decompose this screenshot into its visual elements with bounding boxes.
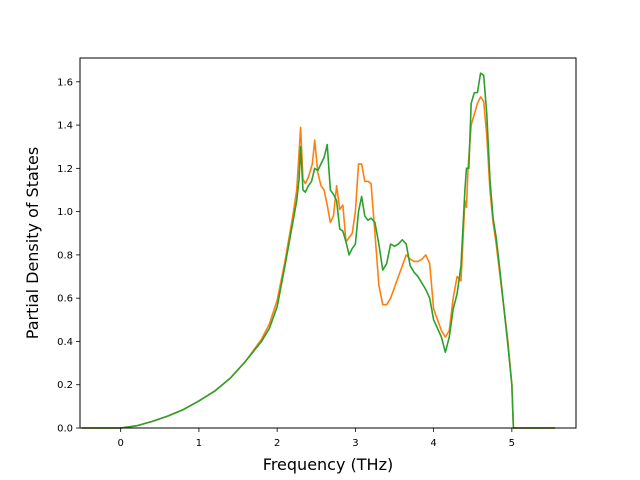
x-tick-label: 4 xyxy=(430,438,436,449)
series-layer xyxy=(81,72,555,429)
series-line-1 xyxy=(81,96,555,429)
y-tick-label: 1.2 xyxy=(57,164,73,175)
y-tick-label: 0.0 xyxy=(57,424,73,435)
y-tick-label: 0.6 xyxy=(57,294,73,305)
x-tick-label: 1 xyxy=(196,438,202,449)
y-tick-label: 1.4 xyxy=(57,121,73,132)
x-axis: 0 1 2 3 4 5 xyxy=(117,428,515,449)
y-tick-label: 1.0 xyxy=(57,207,73,218)
x-tick-label: 0 xyxy=(117,438,123,449)
series-line-2 xyxy=(81,72,555,429)
x-axis-label: Frequency (THz) xyxy=(263,455,393,474)
y-tick-label: 1.6 xyxy=(57,77,73,88)
y-tick-label: 0.4 xyxy=(57,337,73,348)
x-tick-label: 3 xyxy=(352,438,358,449)
y-axis-label: Partial Density of States xyxy=(23,147,42,339)
y-axis: 0.0 0.2 0.4 0.6 0.8 1.0 1.2 1.4 1.6 xyxy=(57,77,80,435)
y-tick-label: 0.2 xyxy=(57,380,73,391)
y-tick-label: 0.8 xyxy=(57,250,73,261)
plot-frame xyxy=(79,57,577,429)
x-tick-label: 5 xyxy=(509,438,515,449)
x-tick-label: 2 xyxy=(274,438,280,449)
